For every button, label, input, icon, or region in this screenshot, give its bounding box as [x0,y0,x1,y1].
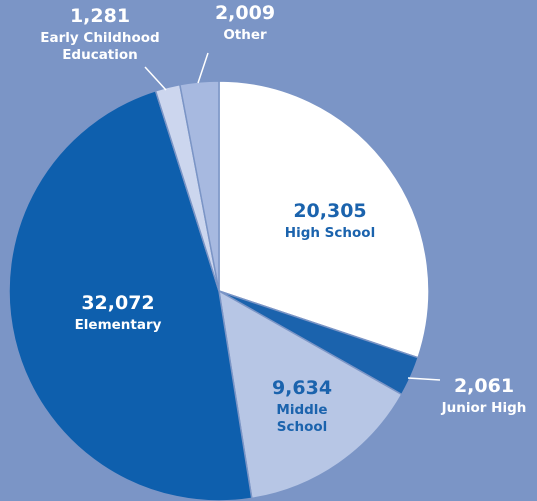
slice-name-early-childhood-education: Education [62,47,138,63]
slice-name-other: Other [223,27,267,43]
pie-slice-high-school [218,80,430,359]
slice-name-junior-high: Junior High [441,400,527,416]
leader-line-early-childhood-education [144,66,167,91]
slice-value-junior-high: 2,061 [454,375,514,397]
pie-slice-elementary [8,89,253,501]
pie-slices [8,80,430,501]
leader-lines [144,52,441,381]
slice-value-high-school: 20,305 [293,200,366,222]
slice-value-middle-school: 9,634 [272,377,332,399]
slice-value-early-childhood-education: 1,281 [70,5,130,27]
pie-slice-middle-school [218,289,403,500]
leader-line-junior-high [407,377,441,381]
slice-name-middle-school: School [277,419,328,435]
slice-name-middle-school: Middle [276,402,327,418]
pie-slice-other [179,80,220,292]
slice-labels: 20,305 High School 2,061 Junior High 9,634 Mi… [40,2,526,435]
leader-line-other [197,52,209,84]
slice-name-early-childhood-education: Early Childhood [40,30,159,46]
slice-value-other: 2,009 [215,2,275,24]
slice-name-elementary: Elementary [75,317,162,333]
slice-name-high-school: High School [285,225,375,241]
slice-value-elementary: 32,072 [81,292,154,314]
